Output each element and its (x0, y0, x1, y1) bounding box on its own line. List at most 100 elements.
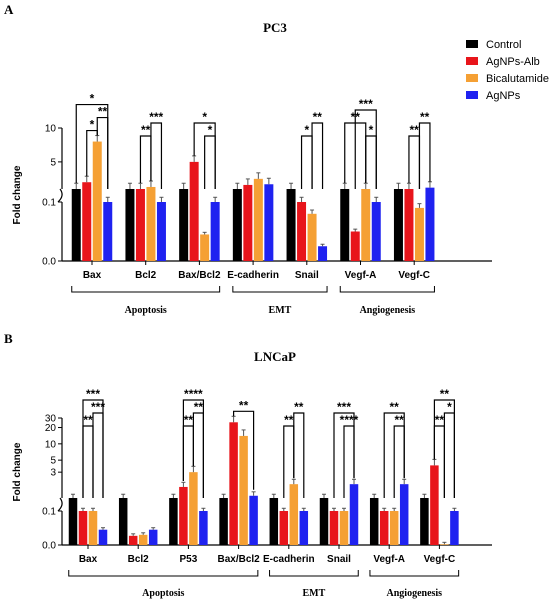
bar-bicalutamide (92, 141, 102, 261)
y-tick-label: 30 (45, 414, 57, 425)
panel-letter-a: A (4, 2, 14, 17)
bar-bicalutamide (339, 511, 349, 545)
bar-bicalutamide (414, 207, 424, 261)
bar-agnps (249, 495, 258, 545)
bar-agnps (148, 529, 158, 545)
bar-bicalutamide (239, 435, 248, 545)
group-bracket (339, 286, 435, 293)
category-label: Bcl2 (128, 554, 150, 565)
bar-agnps (399, 484, 409, 545)
significance-bracket (354, 109, 377, 189)
y-axis-label-b: Fold change (12, 442, 23, 501)
significance-label: * (208, 123, 213, 137)
bar-control (118, 498, 128, 545)
y-tick-label: 3 (50, 468, 56, 479)
significance-bracket (139, 135, 152, 183)
bar-agnps (371, 202, 381, 261)
significance-label: ** (98, 105, 108, 119)
legend-label: AgNPs (486, 90, 521, 102)
bar-agnps-alb (329, 511, 339, 545)
group-bracket (68, 570, 259, 577)
significance-bracket (408, 135, 421, 189)
bar-bicalutamide (138, 534, 148, 545)
significance-label: ** (313, 110, 323, 124)
group-bracket (369, 570, 460, 577)
legend-swatch (466, 57, 478, 65)
significance-label: ** (141, 123, 151, 137)
bar-control (179, 189, 189, 261)
bar-bicalutamide (88, 511, 98, 545)
bar-bicalutamide (440, 544, 449, 545)
significance-label: * (304, 123, 309, 137)
bar-bicalutamide (200, 234, 210, 261)
bar-agnps-alb (135, 189, 145, 261)
bar-bicalutamide (307, 213, 317, 261)
bar-control (169, 498, 178, 545)
significance-bracket (311, 122, 324, 189)
bar-bicalutamide (361, 189, 371, 261)
axis-break-mark (57, 497, 63, 512)
significance-label: ** (390, 400, 400, 414)
bar-control (269, 498, 279, 545)
bar-control (219, 498, 228, 545)
y-tick-label: 20 (45, 423, 57, 434)
y-tick-label: 5 (50, 456, 56, 467)
significance-label: **** (184, 387, 203, 401)
bar-agnps-alb (78, 511, 88, 545)
category-label: E-cadherin (227, 270, 279, 281)
bar-control (393, 189, 403, 261)
category-label: Bax (83, 270, 102, 281)
group-bracket (71, 286, 221, 293)
group-label: Angiogenesis (387, 588, 443, 599)
significance-bracket (333, 412, 355, 498)
legend-label: AgNPs-Alb (486, 56, 540, 68)
group-label: Angiogenesis (360, 305, 416, 316)
group-label: EMT (269, 305, 292, 316)
y-tick-label: 0.0 (42, 541, 56, 552)
bar-control (340, 189, 350, 261)
significance-label: ** (83, 413, 93, 427)
significance-bracket (383, 412, 405, 498)
category-label: Bax (79, 554, 98, 565)
bar-control (286, 189, 296, 261)
legend-swatch (466, 40, 478, 48)
significance-bracket (82, 425, 94, 498)
bar-agnps (450, 511, 459, 545)
significance-bracket (82, 399, 104, 498)
bar-agnps-alb (82, 182, 92, 261)
group-label: EMT (303, 588, 326, 599)
bar-agnps-alb (179, 486, 188, 545)
legend: Control AgNPs-Alb Bicalutamide AgNPs (466, 39, 549, 102)
significance-bracket (193, 122, 216, 189)
significance-bracket (443, 412, 455, 498)
bar-agnps (264, 184, 274, 261)
category-label: Bax/Bcl2 (178, 270, 221, 281)
bar-control (369, 498, 379, 545)
significance-bracket (182, 399, 204, 498)
group-label: Apoptosis (125, 305, 167, 316)
bar-agnps-alb (229, 422, 238, 545)
significance-label: * (90, 118, 95, 132)
category-label: Vegf-A (345, 270, 377, 281)
axis-break-mark (57, 188, 63, 203)
bar-bicalutamide (389, 511, 399, 545)
bar-agnps (103, 202, 113, 261)
category-label: Vegf-C (424, 554, 456, 565)
bar-agnps (199, 511, 208, 545)
significance-label: * (369, 123, 374, 137)
bar-control (420, 498, 429, 545)
significance-bracket (204, 135, 216, 189)
category-label: Bax/Bcl2 (217, 554, 260, 565)
bar-control (319, 498, 329, 545)
legend-swatch (466, 91, 478, 99)
category-label: E-cadherin (263, 554, 315, 565)
legend-swatch (466, 74, 478, 82)
bar-agnps-alb (189, 161, 199, 261)
category-label: Bcl2 (135, 270, 157, 281)
significance-label: ** (239, 398, 249, 412)
significance-bracket (433, 399, 455, 498)
significance-label: **** (340, 413, 359, 427)
bar-bicalutamide (189, 472, 198, 545)
significance-label: *** (149, 110, 163, 124)
significance-bracket (300, 135, 313, 189)
